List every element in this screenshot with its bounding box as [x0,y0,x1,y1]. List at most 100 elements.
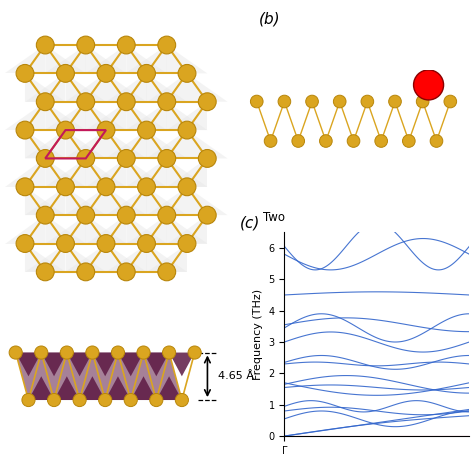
Circle shape [77,93,95,110]
Circle shape [118,263,135,281]
Polygon shape [126,215,167,244]
Polygon shape [86,215,126,244]
Circle shape [319,135,332,147]
Circle shape [333,95,346,108]
Circle shape [16,178,34,196]
Polygon shape [118,353,156,400]
Polygon shape [65,187,106,215]
Polygon shape [92,353,131,400]
Circle shape [111,346,125,359]
Circle shape [56,64,74,82]
Circle shape [97,64,115,82]
Polygon shape [41,353,80,400]
Circle shape [264,135,277,147]
Polygon shape [45,215,86,244]
Polygon shape [25,130,65,158]
Polygon shape [167,102,207,130]
Circle shape [16,235,34,253]
Circle shape [9,346,22,359]
Circle shape [292,135,305,147]
Polygon shape [146,244,187,272]
Circle shape [36,36,54,54]
Polygon shape [126,45,167,73]
Polygon shape [54,376,80,400]
Polygon shape [25,244,65,272]
Text: 4.65 Å: 4.65 Å [219,371,255,381]
Circle shape [178,178,196,196]
Polygon shape [25,130,65,158]
Circle shape [444,95,456,108]
Polygon shape [16,353,41,376]
Circle shape [73,393,86,407]
Polygon shape [86,102,126,130]
Polygon shape [5,45,45,73]
Circle shape [118,36,135,54]
Circle shape [375,135,387,147]
Polygon shape [65,244,106,272]
Circle shape [56,121,74,139]
Circle shape [16,64,34,82]
Circle shape [178,64,196,82]
Circle shape [137,235,155,253]
Polygon shape [131,376,156,400]
Polygon shape [146,73,187,102]
Polygon shape [65,130,106,158]
Polygon shape [25,187,65,215]
Polygon shape [106,73,146,102]
Circle shape [77,263,95,281]
Polygon shape [25,244,65,272]
Circle shape [124,393,137,407]
Polygon shape [65,73,106,102]
Polygon shape [45,45,86,73]
Circle shape [137,346,150,359]
Polygon shape [167,158,207,187]
Polygon shape [146,73,187,102]
Circle shape [250,95,263,108]
Polygon shape [126,158,167,187]
Circle shape [158,149,176,167]
Circle shape [118,149,135,167]
Polygon shape [86,102,126,130]
Circle shape [150,393,163,407]
Polygon shape [45,158,86,187]
Circle shape [389,95,401,108]
Circle shape [306,95,319,108]
Polygon shape [86,215,126,244]
Polygon shape [106,187,146,215]
Circle shape [198,149,216,167]
Polygon shape [106,130,146,158]
Circle shape [137,121,155,139]
Circle shape [158,36,176,54]
Text: (c): (c) [239,216,260,231]
Circle shape [118,93,135,110]
Circle shape [99,393,112,407]
Polygon shape [86,158,126,187]
Circle shape [413,70,444,100]
Circle shape [56,235,74,253]
Circle shape [430,135,443,147]
Polygon shape [65,73,106,102]
Polygon shape [67,353,105,400]
Polygon shape [106,73,146,102]
Polygon shape [146,130,187,158]
Polygon shape [45,102,86,130]
Circle shape [86,346,99,359]
Circle shape [137,64,155,82]
Polygon shape [187,73,228,102]
Circle shape [175,393,189,407]
Circle shape [163,346,176,359]
Circle shape [16,121,34,139]
Polygon shape [25,73,65,102]
Circle shape [36,93,54,110]
Polygon shape [25,187,65,215]
Circle shape [137,178,155,196]
Polygon shape [86,158,126,187]
Polygon shape [105,376,131,400]
Circle shape [97,235,115,253]
Circle shape [278,95,291,108]
Polygon shape [167,158,207,187]
Polygon shape [126,158,167,187]
Polygon shape [167,45,207,73]
Polygon shape [92,353,118,376]
Polygon shape [146,244,187,272]
